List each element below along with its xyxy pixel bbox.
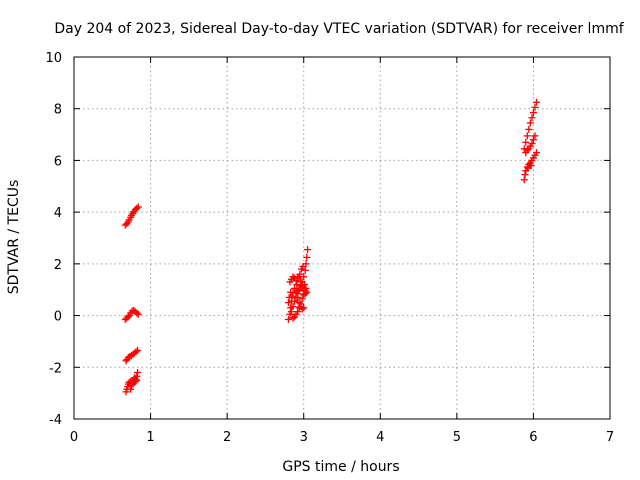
data-point [531,132,539,140]
data-point [134,368,142,376]
x-tick-label: 0 [70,430,78,445]
data-point [284,299,292,307]
y-tick-label: -2 [49,361,62,376]
data-points [121,98,540,396]
data-point [521,171,529,179]
y-tick-label: -4 [49,413,62,428]
data-point [127,381,135,389]
y-tick-label: 0 [54,310,62,325]
plot-frame [73,56,611,420]
data-point [294,287,302,295]
data-point [124,313,132,321]
data-point [291,297,299,305]
y-axis-label: SDTVAR / TECUs [6,180,22,295]
data-point [532,98,540,106]
data-point [523,132,531,140]
x-tick-label: 4 [376,430,384,445]
data-point [527,162,535,170]
data-point [523,146,531,154]
tick-layer: 0 1 2 3 4 5 6 7 -4 -2 0 2 4 6 8 10 [45,51,614,445]
data-point [289,303,297,311]
chart-title: Day 204 of 2023, Sidereal Day-to-day VTE… [54,21,624,37]
data-point [287,308,295,316]
data-point [299,262,307,270]
data-point [522,138,530,146]
data-point [288,292,296,300]
data-point [289,314,297,322]
data-point [133,309,141,317]
y-tick-label: 6 [54,154,62,169]
x-tick-label: 3 [300,430,308,445]
data-point [127,385,135,393]
x-axis-label: GPS time / hours [282,459,399,475]
data-point [284,315,292,323]
data-point [133,376,141,384]
x-tick-label: 7 [606,430,614,445]
data-point [294,308,302,316]
data-point [303,253,311,261]
data-point [134,310,142,318]
x-tick-label: 5 [453,430,461,445]
data-point [529,109,537,117]
data-point [131,378,139,386]
data-point [295,286,303,294]
data-point [532,149,540,157]
data-point [528,140,536,148]
data-point [293,281,301,289]
data-point [294,274,302,282]
y-tick-label: 10 [45,51,62,66]
data-point [302,284,310,292]
grid-layer [74,57,610,419]
data-point [301,266,309,274]
data-point [291,284,299,292]
data-point [133,204,141,212]
data-point [292,293,300,301]
data-point [298,295,306,303]
data-point [304,246,312,254]
data-point [525,125,533,133]
data-point [531,103,539,111]
data-point [296,270,304,278]
y-tick-label: 8 [54,103,62,118]
data-point [300,291,308,299]
data-point [298,305,306,313]
data-point [134,346,142,354]
data-point [526,119,534,127]
data-point [295,304,303,312]
data-point [297,282,305,290]
data-point [285,293,293,301]
data-point [300,273,308,281]
x-tick-label: 6 [529,430,537,445]
data-point [289,273,297,281]
x-tick-label: 1 [146,430,154,445]
data-point [528,114,536,122]
data-point [134,203,142,211]
y-tick-label: 2 [54,258,62,273]
data-point [529,136,537,144]
data-point [297,300,305,308]
data-point [520,176,528,184]
y-tick-label: 4 [54,206,62,221]
data-point [132,348,140,356]
data-point [121,221,129,229]
x-tick-label: 2 [223,430,231,445]
data-point [287,288,295,296]
data-point [300,281,308,289]
